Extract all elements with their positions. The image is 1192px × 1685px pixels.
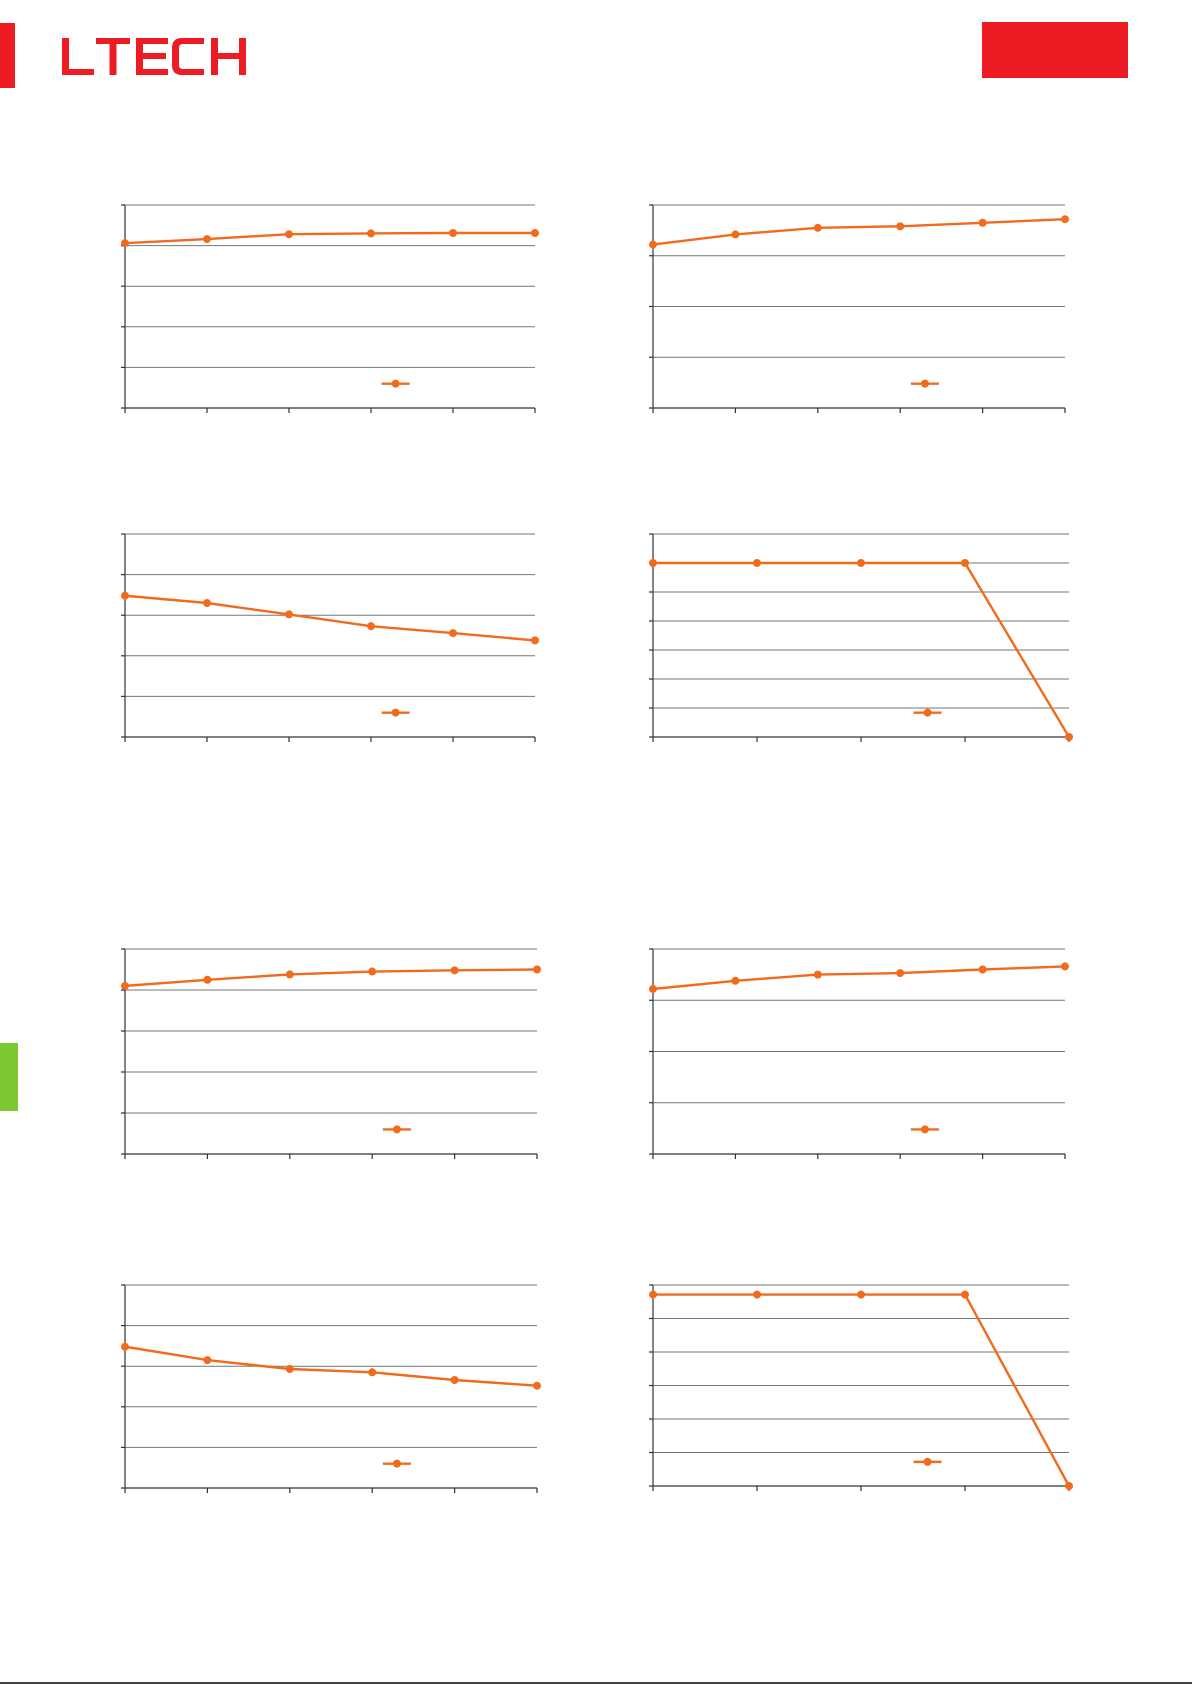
data-point	[531, 229, 539, 238]
data-point	[961, 1290, 969, 1299]
series-line	[124, 968, 538, 988]
data-point	[450, 1376, 459, 1385]
data-point	[449, 629, 457, 638]
data-point	[285, 230, 293, 239]
series-line	[124, 231, 535, 245]
data-point	[533, 1381, 541, 1390]
series-line	[652, 965, 1066, 991]
data-point	[203, 599, 211, 608]
data-point	[1065, 1482, 1073, 1490]
data-point	[1061, 215, 1069, 224]
data-point	[857, 1290, 865, 1299]
data-point	[978, 965, 987, 974]
legend-marker	[392, 1125, 401, 1134]
data-point	[649, 1290, 657, 1299]
data-point	[203, 235, 211, 244]
chart-7	[121, 1284, 541, 1493]
data-point	[121, 1342, 129, 1351]
data-point	[368, 1368, 377, 1377]
ltech-logo	[62, 36, 262, 83]
chart-6	[649, 948, 1069, 1159]
legend-marker	[923, 1457, 932, 1466]
data-point	[1061, 962, 1069, 971]
data-point	[731, 230, 740, 239]
chart-3	[121, 533, 539, 742]
data-point	[896, 969, 905, 978]
legend-marker	[392, 1459, 401, 1468]
chart-4	[649, 533, 1073, 742]
data-point	[813, 970, 822, 979]
data-point	[753, 559, 761, 567]
data-point	[896, 222, 905, 231]
data-point	[531, 636, 539, 645]
data-point	[649, 559, 657, 567]
data-point	[121, 591, 129, 600]
legend-marker	[920, 379, 929, 388]
data-point	[285, 970, 294, 979]
series-line	[124, 594, 536, 642]
ltech-logo-mark	[62, 38, 246, 75]
data-point	[857, 559, 865, 567]
data-point	[813, 223, 822, 232]
data-point	[285, 1365, 294, 1374]
legend-marker	[391, 708, 400, 717]
data-point	[731, 976, 740, 985]
data-point	[121, 981, 129, 990]
data-point	[121, 239, 129, 248]
data-point	[449, 229, 457, 238]
data-point	[961, 559, 969, 567]
data-point	[367, 229, 375, 238]
data-point	[450, 966, 459, 975]
series-line	[653, 1293, 1071, 1487]
data-point	[367, 622, 375, 631]
chart-2	[649, 204, 1069, 413]
chart-8	[649, 1284, 1073, 1491]
data-point	[978, 218, 987, 227]
data-point	[203, 1356, 212, 1365]
legend-marker	[923, 708, 932, 717]
data-point	[649, 240, 657, 249]
chart-5	[121, 948, 541, 1159]
brand-strip	[0, 23, 15, 88]
data-point	[533, 965, 541, 974]
legend-marker	[920, 1125, 929, 1134]
data-point	[368, 967, 377, 976]
chart-1	[121, 204, 539, 413]
data-point	[1065, 733, 1073, 741]
series-line	[652, 218, 1066, 246]
series-line	[124, 1345, 538, 1387]
footer-divider	[0, 1682, 1192, 1684]
header-tag	[982, 22, 1128, 78]
side-tab[interactable]	[0, 1043, 18, 1111]
data-point	[203, 975, 212, 984]
data-point	[753, 1290, 761, 1299]
data-point	[649, 984, 657, 993]
legend-marker	[391, 379, 400, 388]
data-point	[285, 610, 293, 619]
